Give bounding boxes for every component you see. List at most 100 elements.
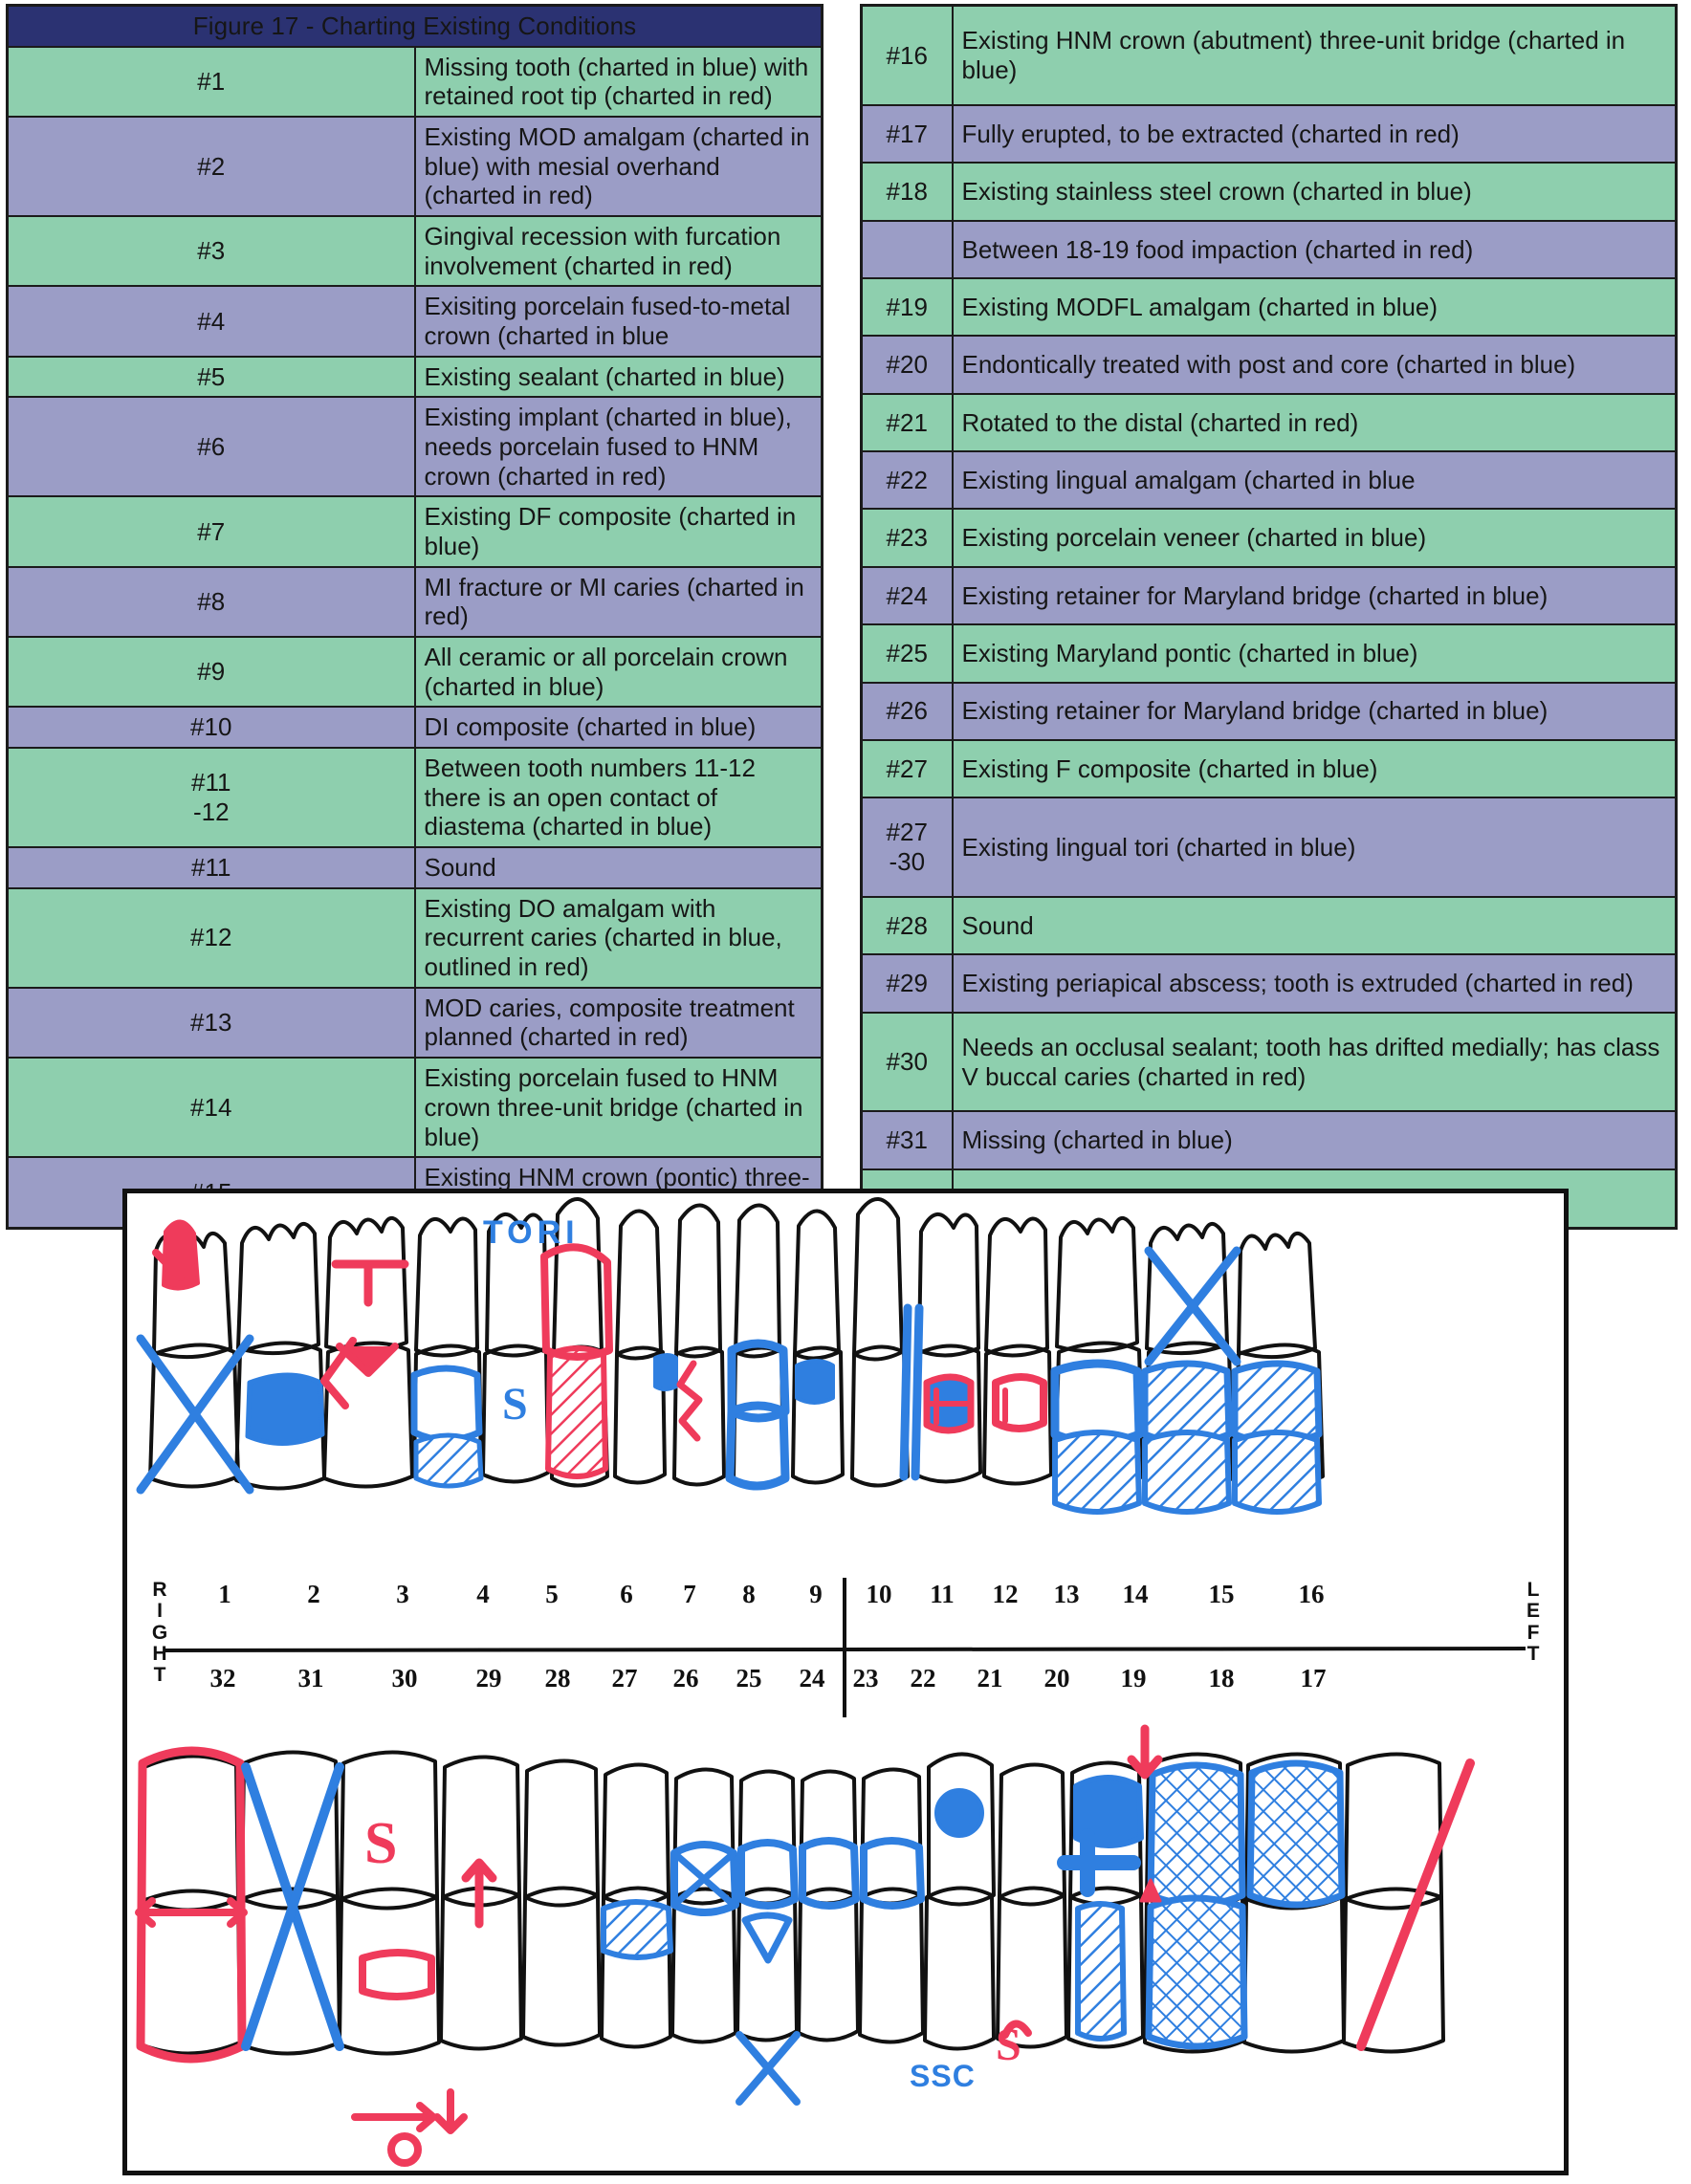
upper-tooth-number: 11	[930, 1580, 955, 1608]
table-row: #26 Existing retainer for Maryland bridge…	[860, 681, 1678, 741]
condition-description-cell: DI composite (charted in blue)	[413, 706, 824, 750]
upper-tooth-number: 5	[545, 1580, 559, 1608]
lower-tooth-number: 24	[799, 1664, 825, 1693]
upper-tooth-number: 2	[307, 1580, 320, 1608]
condition-description-cell: Existing porcelain veneer (charted in bl…	[951, 508, 1678, 568]
condition-description-cell: Existing stainless steel crown (charted …	[951, 162, 1678, 222]
table-row: #16 Existing HNM crown (abutment) three-u…	[860, 4, 1678, 106]
lower-tooth-number: 32	[209, 1664, 236, 1693]
upper-tooth-number: 3	[396, 1580, 409, 1608]
upper-tooth-number: 16	[1298, 1580, 1325, 1608]
lower-tooth-number: 27	[611, 1664, 638, 1693]
lower-tooth-number: 30	[391, 1664, 418, 1693]
table-row: #23 Existing porcelain veneer (charted in…	[860, 508, 1678, 568]
table-row: #28 Sound	[860, 896, 1678, 956]
tooth-number-rules	[163, 1578, 1526, 1717]
condition-description-cell: Existing lingual amalgam (charted in blu…	[951, 450, 1678, 511]
tooth-number-cell: #12	[6, 886, 416, 989]
tooth-number-cell: #3	[6, 215, 416, 288]
condition-description-cell: Existing porcelain fused to HNM crown th…	[413, 1057, 824, 1159]
tooth-number-cell: #27 -30	[860, 797, 954, 899]
left-table-body: #1 Missing tooth (charted in blue) with r…	[6, 45, 824, 1230]
upper-tooth-number: 13	[1053, 1580, 1080, 1608]
tooth-number-cell	[860, 219, 954, 280]
dental-chart-frame: S	[122, 1189, 1569, 2175]
left-side-letter: T	[1526, 1642, 1542, 1665]
tooth-number-cell: #5	[6, 355, 416, 399]
tooth-number-cell: #2	[6, 116, 416, 218]
tooth-number-cell: #14	[6, 1057, 416, 1159]
upper-tooth-number: 15	[1208, 1580, 1235, 1608]
condition-description-cell: MI fracture or MI caries (charted in red…	[413, 565, 824, 639]
table-row: #7 Existing DF composite (charted in blue…	[6, 495, 824, 568]
condition-description-cell: Gingival recession with furcation involv…	[413, 215, 824, 288]
figure-title: Figure 17 - Charting Existing Conditions	[6, 4, 824, 48]
right-side-letter: R	[152, 1579, 169, 1601]
ssc-annotation: SSC	[910, 2059, 976, 2093]
tooth-number-cell: #17	[860, 103, 954, 164]
table-row: #5 Existing sealant (charted in blue)	[6, 355, 824, 399]
tooth-number-cell: #30	[860, 1011, 954, 1113]
tooth-number-cell: #11	[6, 846, 416, 889]
table-row: #29 Existing periapical abscess; tooth is…	[860, 953, 1678, 1014]
tooth-number-cell: #7	[6, 495, 416, 568]
table-row: #20 Endontically treated with post and co…	[860, 335, 1678, 395]
tooth-number-cell: #8	[6, 565, 416, 639]
table-row: #18 Existing stainless steel crown (chart…	[860, 162, 1678, 222]
tooth-number-cell: #21	[860, 392, 954, 453]
table-row: #17 Fully erupted, to be extracted (chart…	[860, 103, 1678, 164]
dental-chart-drawing: S	[135, 1197, 1526, 2167]
table-row: #22 Existing lingual amalgam (charted in …	[860, 450, 1678, 511]
table-row: #25 Existing Maryland pontic (charted in …	[860, 623, 1678, 684]
table-row: #24 Existing retainer for Maryland bridge…	[860, 565, 1678, 626]
upper-arch-markings: S	[136, 1219, 1323, 1515]
table-row: #31 Missing (charted in blue)	[860, 1110, 1678, 1170]
condition-description-cell: Existing retainer for Maryland bridge (c…	[951, 681, 1678, 741]
svg-text:S: S	[996, 2020, 1021, 2070]
lower-tooth-number: 31	[297, 1664, 324, 1693]
condition-description-cell: Existing HNM crown (abutment) three-unit…	[951, 4, 1678, 106]
tooth-number-cell: #29	[860, 953, 954, 1014]
tori-annotation: TORI	[483, 1214, 580, 1251]
table-row: #27 Existing F composite (charted in blue…	[860, 738, 1678, 799]
tooth-number-cell: #13	[6, 986, 416, 1059]
table-row: #11 -12 Between tooth numbers 11-12 there…	[6, 747, 824, 849]
svg-text:S: S	[502, 1379, 528, 1430]
condition-description-cell: Existing retainer for Maryland bridge (c…	[951, 565, 1678, 626]
condition-description-cell: Between 18-19 food impaction (charted in…	[951, 219, 1678, 280]
condition-description-cell: Endontically treated with post and core …	[951, 335, 1678, 395]
lower-tooth-number: 20	[1043, 1664, 1070, 1693]
right-side-letter: T	[153, 1664, 168, 1686]
left-side-letter: L	[1526, 1579, 1542, 1601]
condition-description-cell: Existing sealant (charted in blue)	[413, 355, 824, 399]
table-row: #8 MI fracture or MI caries (charted in r…	[6, 565, 824, 639]
tooth-number-cell: #28	[860, 896, 954, 956]
upper-arch	[148, 1197, 1325, 1491]
upper-tooth-number: 4	[476, 1580, 490, 1608]
table-row: #1 Missing tooth (charted in blue) with r…	[6, 45, 824, 119]
table-row: #4 Exisiting porcelain fused-to-metal cro…	[6, 285, 824, 358]
table-row: #21 Rotated to the distal (charted in red…	[860, 392, 1678, 453]
condition-description-cell: MOD caries, composite treatment planned …	[413, 986, 824, 1059]
lower-tooth-number: 22	[910, 1664, 936, 1693]
condition-description-cell: Needs an occlusal sealant; tooth has dri…	[951, 1011, 1678, 1113]
condition-description-cell: Sound	[413, 846, 824, 889]
table-row: #19 Existing MODFL amalgam (charted in bl…	[860, 277, 1678, 338]
tooth-number-cell: #23	[860, 508, 954, 568]
table-title-row: Figure 17 - Charting Existing Conditions	[6, 4, 824, 48]
lower-tooth-number: 28	[544, 1664, 571, 1693]
condition-description-cell: Existing MODFL amalgam (charted in blue)	[951, 277, 1678, 338]
upper-tooth-number: 8	[742, 1580, 756, 1608]
tooth-number-cell: #9	[6, 636, 416, 709]
upper-tooth-number: 6	[620, 1580, 633, 1608]
table-row: #12 Existing DO amalgam with recurrent ca…	[6, 886, 824, 989]
table-row: #10 DI composite (charted in blue)	[6, 706, 824, 750]
tooth-number-cell: #26	[860, 681, 954, 741]
table-row: Between 18-19 food impaction (charted in…	[860, 219, 1678, 280]
svg-text:S: S	[364, 1811, 397, 1876]
tooth-number-cell: #11 -12	[6, 747, 416, 849]
right-side-letter: I	[157, 1600, 165, 1623]
